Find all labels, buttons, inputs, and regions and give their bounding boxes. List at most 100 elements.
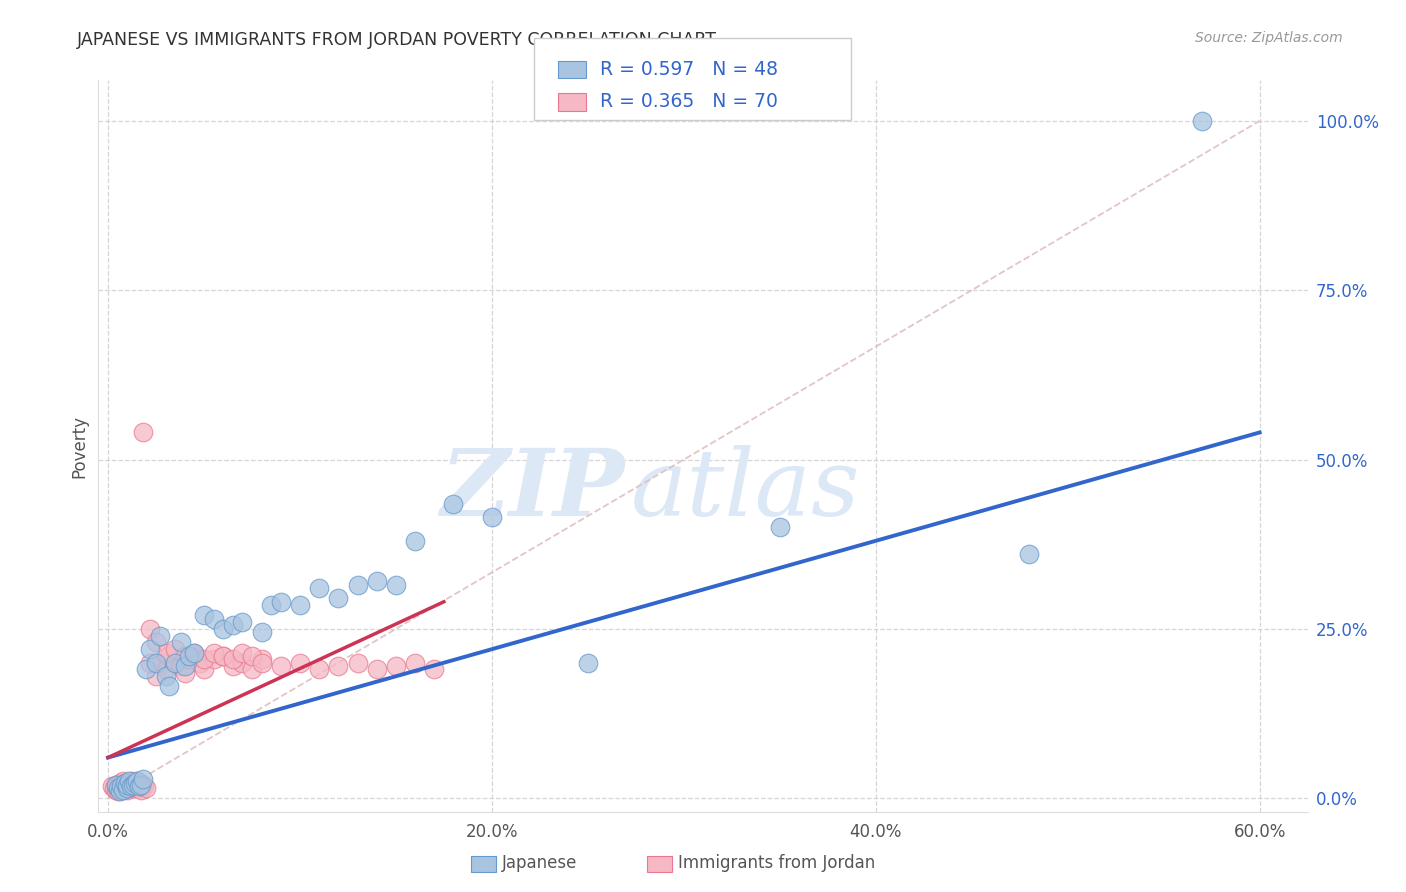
Point: [110, 778, 132, 792]
Point: [120, 774, 142, 789]
Text: Japanese: Japanese: [502, 855, 578, 872]
Point: [308, 663, 330, 677]
Point: [177, 648, 200, 663]
Point: [173, 659, 195, 673]
Point: [231, 615, 253, 629]
Point: [115, 778, 138, 792]
Point: [131, 425, 153, 440]
Point: [135, 663, 157, 677]
Point: [481, 510, 503, 524]
Point: [155, 646, 177, 660]
Point: [108, 784, 131, 798]
Point: [183, 648, 205, 663]
Point: [104, 783, 127, 797]
Point: [129, 783, 152, 797]
Point: [114, 779, 136, 793]
Point: [165, 642, 187, 657]
Point: [165, 656, 187, 670]
Point: [124, 776, 146, 790]
Point: [107, 784, 129, 798]
Point: [128, 779, 150, 793]
Point: [769, 520, 792, 534]
Point: [170, 635, 193, 649]
Point: [114, 776, 136, 790]
Point: [150, 656, 173, 670]
Point: [250, 625, 273, 640]
Point: [110, 779, 132, 793]
Point: [222, 652, 245, 666]
Text: atlas: atlas: [630, 445, 860, 535]
Point: [202, 646, 225, 660]
Point: [308, 581, 330, 595]
Point: [124, 776, 146, 790]
Point: [1191, 114, 1213, 128]
Point: [443, 497, 465, 511]
Point: [222, 618, 245, 632]
Point: [145, 635, 167, 649]
Point: [139, 622, 162, 636]
Text: ZIP: ZIP: [440, 445, 624, 535]
Point: [423, 663, 446, 677]
Text: R = 0.365   N = 70: R = 0.365 N = 70: [600, 92, 779, 112]
Point: [129, 778, 152, 792]
Point: [288, 598, 311, 612]
Point: [288, 656, 311, 670]
Point: [108, 780, 131, 795]
Point: [114, 776, 136, 790]
Point: [193, 608, 215, 623]
Point: [212, 622, 235, 636]
Point: [385, 659, 408, 673]
Point: [103, 780, 125, 795]
Point: [104, 778, 127, 792]
Point: [231, 656, 253, 670]
Point: [222, 659, 245, 673]
Point: [159, 648, 181, 663]
Point: [125, 780, 148, 795]
Point: [112, 780, 135, 795]
Point: [404, 533, 426, 548]
Point: [173, 648, 195, 663]
Point: [120, 780, 142, 795]
Point: [139, 656, 162, 670]
Point: [270, 595, 292, 609]
Point: [145, 669, 167, 683]
Point: [404, 656, 426, 670]
Point: [165, 656, 187, 670]
Point: [346, 578, 368, 592]
Point: [101, 779, 124, 793]
Point: [145, 656, 167, 670]
Point: [108, 776, 131, 790]
Point: [193, 663, 215, 677]
Text: Immigrants from Jordan: Immigrants from Jordan: [678, 855, 875, 872]
Point: [128, 779, 150, 793]
Point: [159, 680, 181, 694]
Point: [131, 772, 153, 787]
Text: JAPANESE VS IMMIGRANTS FROM JORDAN POVERTY CORRELATION CHART: JAPANESE VS IMMIGRANTS FROM JORDAN POVER…: [77, 31, 717, 49]
Point: [107, 779, 129, 793]
Point: [202, 652, 225, 666]
Point: [328, 659, 350, 673]
Y-axis label: Poverty: Poverty: [70, 415, 89, 477]
Point: [155, 663, 177, 677]
Point: [250, 656, 273, 670]
Point: [260, 598, 283, 612]
Point: [385, 578, 408, 592]
Point: [112, 783, 135, 797]
Point: [112, 774, 135, 789]
Point: [125, 774, 148, 789]
Point: [115, 778, 138, 792]
Point: [1018, 547, 1040, 561]
Point: [155, 669, 177, 683]
Point: [131, 778, 153, 792]
Point: [366, 663, 388, 677]
Point: [134, 779, 156, 793]
Point: [328, 591, 350, 606]
Point: [193, 652, 215, 666]
Point: [183, 646, 205, 660]
Text: Source: ZipAtlas.com: Source: ZipAtlas.com: [1195, 31, 1343, 45]
Point: [115, 783, 138, 797]
Point: [149, 629, 172, 643]
Point: [135, 780, 157, 795]
Point: [270, 659, 292, 673]
Point: [122, 778, 145, 792]
